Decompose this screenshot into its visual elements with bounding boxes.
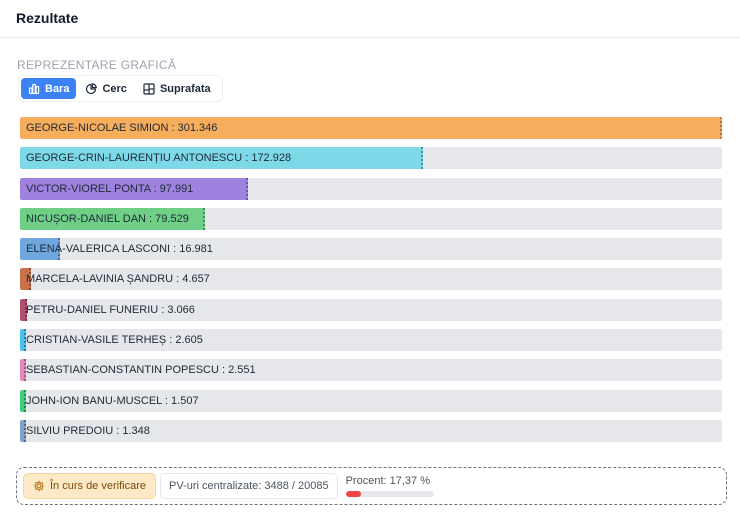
bar-row[interactable]: CRISTIAN-VASILE TERHEȘ : 2.605 [20, 329, 722, 352]
bar-label: VICTOR-VIOREL PONTA : 97.991 [26, 182, 194, 195]
bar-fill [20, 389, 27, 412]
bar-chart-icon [28, 83, 40, 94]
bar-label: ELENA-VALERICA LASCONI : 16.981 [26, 243, 213, 256]
tab-label: Cerc [102, 82, 127, 95]
progress-block: Procent: 17,37 % [345, 475, 434, 497]
bar-row[interactable]: GEORGE-CRIN-LAURENȚIU ANTONESCU : 172.92… [20, 147, 722, 170]
treemap-icon [143, 82, 155, 95]
bar-fill [20, 238, 60, 261]
verification-status-badge: În curs de verificare [23, 473, 156, 499]
chart-type-tabs: Bara Cerc Suprafata [18, 75, 223, 102]
bar-label: PETRU-DANIEL FUNERIU : 3.066 [26, 303, 195, 316]
bar-row[interactable]: SILVIU PREDOIU : 1.348 [20, 419, 722, 442]
bar-fill [20, 147, 423, 170]
tab-bara[interactable]: Bara [21, 78, 77, 99]
status-footer: În curs de verificare PV-uri centralizat… [16, 467, 727, 505]
pie-chart-icon [86, 82, 98, 94]
bar-label: MARCELA-LAVINIA ȘANDRU : 4.657 [26, 273, 210, 286]
bar-row[interactable]: MARCELA-LAVINIA ȘANDRU : 4.657 [20, 268, 722, 291]
progress-fill [345, 491, 361, 497]
bar-row[interactable]: ELENA-VALERICA LASCONI : 16.981 [20, 238, 722, 261]
bar-label: GEORGE-CRIN-LAURENȚIU ANTONESCU : 172.92… [26, 152, 292, 165]
bar-label: NICUȘOR-DANIEL DAN : 79.529 [26, 212, 189, 225]
bar-row[interactable]: JOHN-ION BANU-MUSCEL : 1.507 [20, 389, 722, 412]
bar-fill [20, 329, 27, 352]
bar-row[interactable]: NICUȘOR-DANIEL DAN : 79.529 [20, 207, 722, 230]
bar-chart: GEORGE-NICOLAE SIMION : 301.346 GEORGE-CR… [20, 117, 722, 450]
bar-fill [20, 117, 722, 139]
gear-icon [33, 480, 45, 492]
header: Rezultate [0, 0, 740, 38]
page-title: Rezultate [16, 10, 79, 26]
bar-label: SILVIU PREDOIU : 1.348 [26, 424, 150, 437]
bar-label: SEBASTIAN-CONSTANTIN POPESCU : 2.551 [26, 364, 256, 377]
progress-track [345, 491, 434, 497]
tab-label: Suprafata [159, 82, 211, 95]
tab-cerc[interactable]: Cerc [78, 78, 133, 99]
tab-label: Bara [45, 82, 70, 95]
tab-suprafata[interactable]: Suprafata [136, 78, 218, 99]
bar-fill [20, 207, 206, 230]
bar-row[interactable]: PETRU-DANIEL FUNERIU : 3.066 [20, 298, 722, 321]
bar-fill [20, 177, 249, 200]
bar-row[interactable]: GEORGE-NICOLAE SIMION : 301.346 [20, 117, 722, 139]
bar-row[interactable]: SEBASTIAN-CONSTANTIN POPESCU : 2.551 [20, 359, 722, 382]
bar-label: GEORGE-NICOLAE SIMION : 301.346 [26, 122, 218, 134]
bar-fill [20, 359, 27, 382]
status-label: În curs de verificare [50, 480, 146, 492]
bar-label: CRISTIAN-VASILE TERHEȘ : 2.605 [26, 334, 203, 347]
bar-fill [20, 419, 27, 442]
bar-label: JOHN-ION BANU-MUSCEL : 1.507 [26, 394, 199, 407]
pv-count: PV-uri centralizate: 3488 / 20085 [159, 473, 338, 499]
progress-label: Procent: 17,37 % [345, 475, 430, 487]
bar-fill [20, 268, 31, 291]
bar-row[interactable]: VICTOR-VIOREL PONTA : 97.991 [20, 177, 722, 200]
bar-fill [20, 298, 28, 321]
section-label: REPREZENTARE GRAFICĂ [17, 58, 177, 72]
